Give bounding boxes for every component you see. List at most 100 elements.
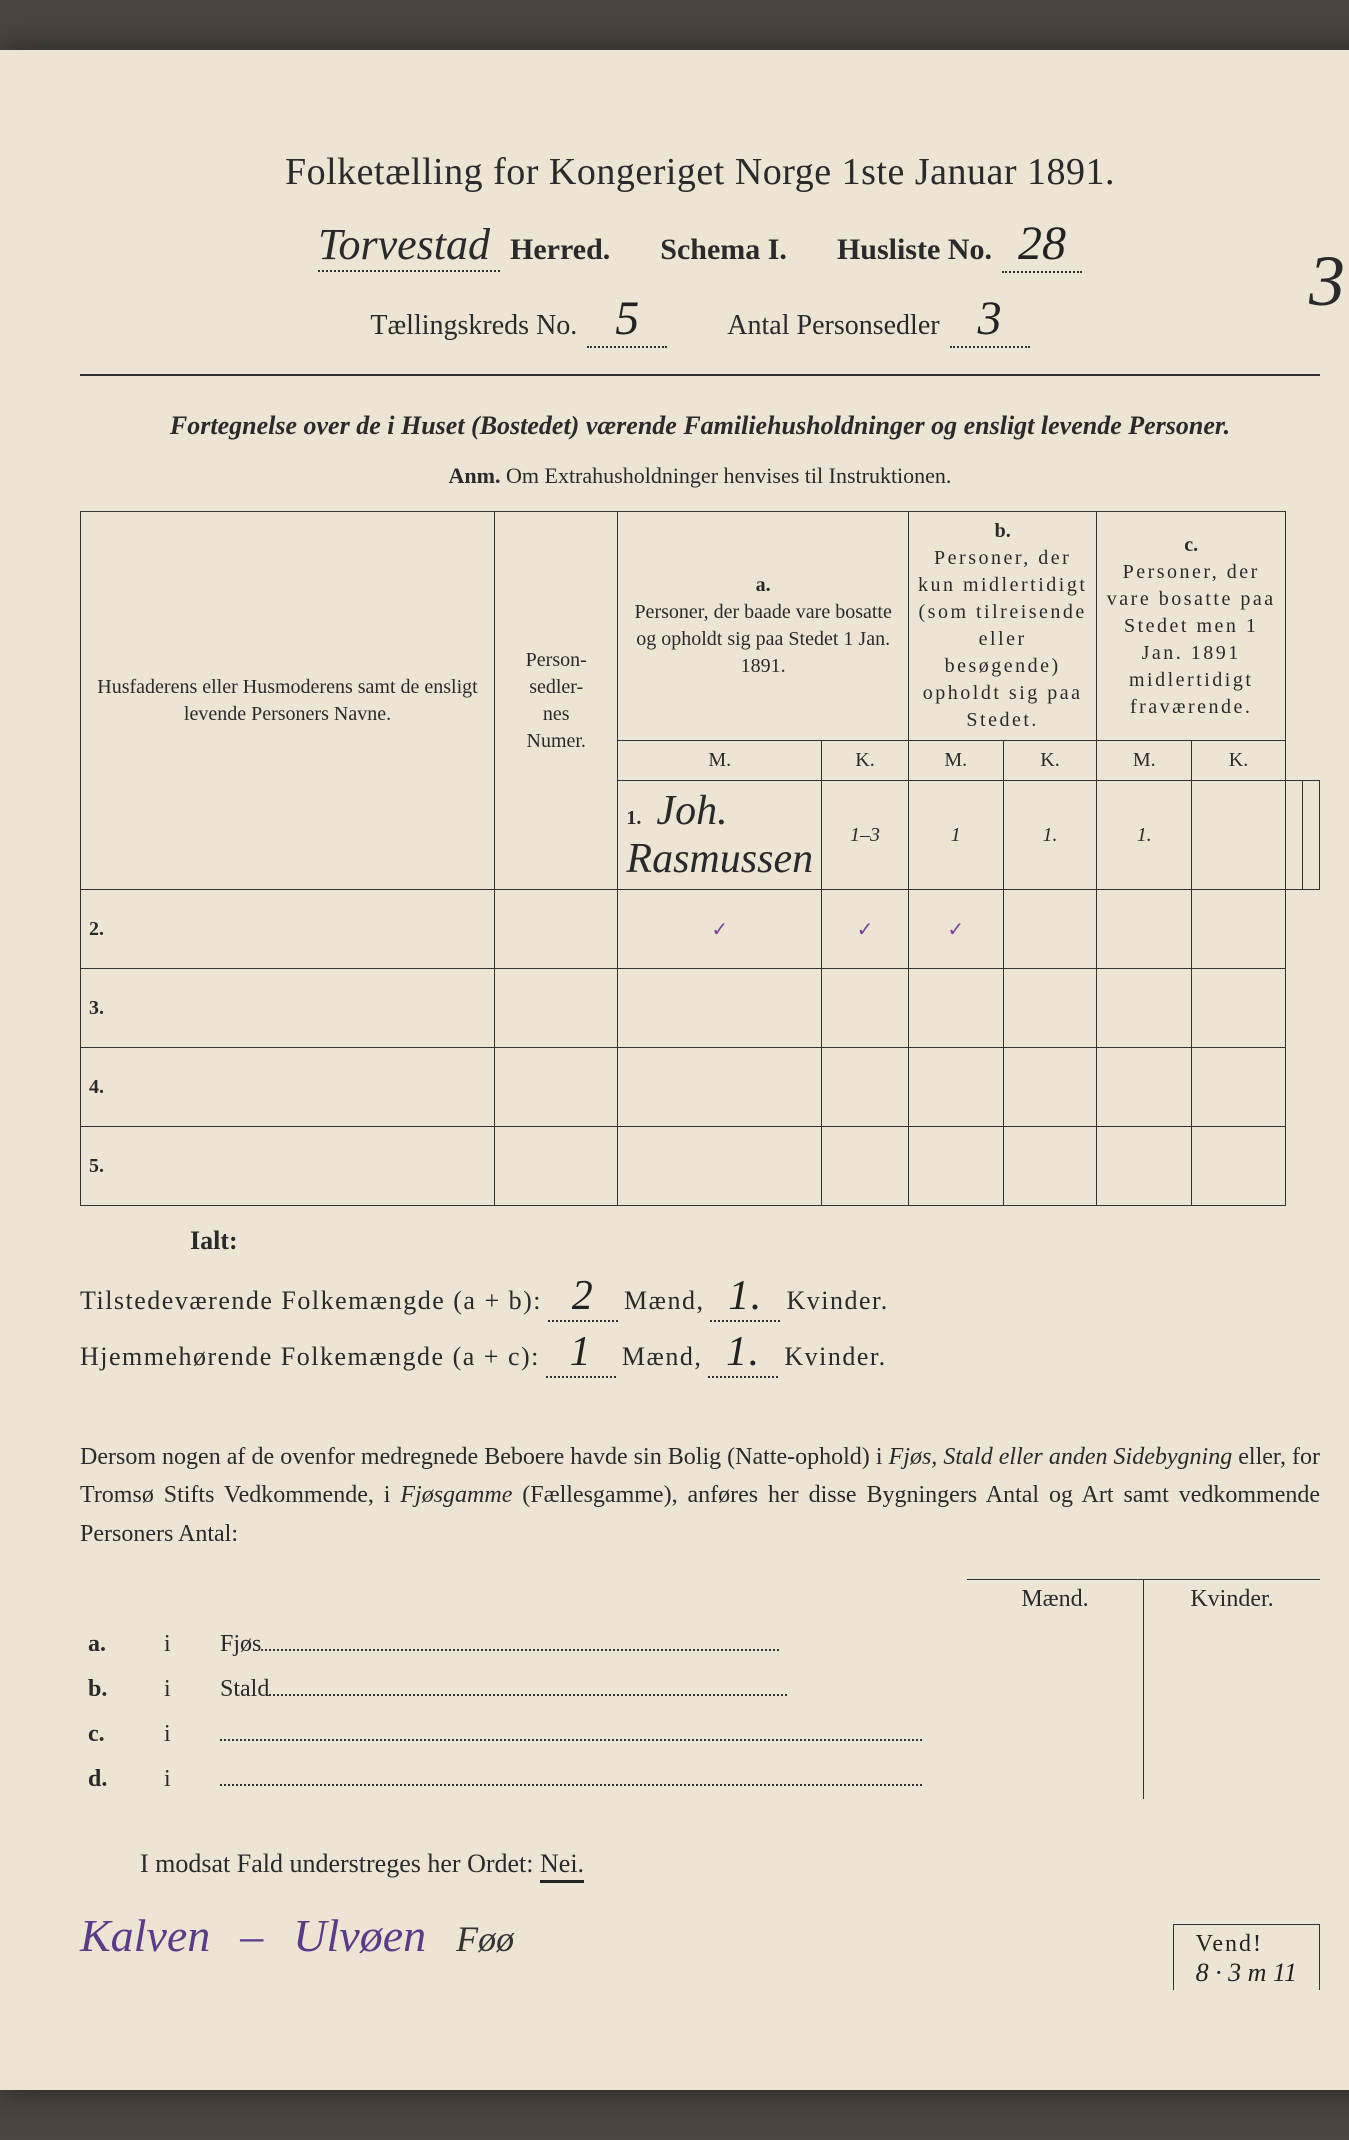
cell-aK: 1. <box>1003 781 1097 890</box>
col-b-k: K. <box>1003 741 1097 781</box>
table-row: 4. <box>81 1048 1320 1127</box>
schema-label: Schema I. <box>660 233 787 267</box>
sub-type-text: Stald <box>220 1676 269 1702</box>
row-name: 4. <box>81 1048 495 1127</box>
maend-label: Mænd, <box>622 1342 702 1372</box>
cell <box>1003 1127 1097 1206</box>
vend-text: Vend! <box>1196 1931 1263 1957</box>
sub-k <box>1144 1754 1321 1799</box>
cell <box>822 1048 909 1127</box>
kvinder-label: Kvinder. <box>786 1286 888 1316</box>
person-name: Joh. Rasmussen <box>626 788 813 882</box>
col-c-m: M. <box>1097 741 1192 781</box>
page-title: Folketælling for Kongeriget Norge 1ste J… <box>80 150 1320 194</box>
table-row: 2. ✓ ✓ ✓ <box>81 890 1320 969</box>
personsedler-value: 3 <box>950 291 1030 348</box>
kreds-value: 5 <box>587 291 667 348</box>
cell <box>822 1127 909 1206</box>
herred-label: Herred. <box>510 233 610 267</box>
margin-annotation: 3 <box>1309 240 1345 323</box>
cell-cK <box>1303 781 1320 890</box>
sub-m <box>967 1619 1144 1664</box>
sub-k <box>1144 1709 1321 1754</box>
col-c-top: c. Personer, der vare bosatte paa Stedet… <box>1097 512 1286 741</box>
cell <box>822 969 909 1048</box>
cell-bK <box>1003 890 1097 969</box>
col-a-m: M. <box>618 741 822 781</box>
sub-row: a. i Fjøs <box>80 1619 1320 1664</box>
footer-note-2: Ulvøen <box>293 1909 426 1962</box>
sub-m <box>967 1709 1144 1754</box>
sub-i: i <box>156 1619 212 1664</box>
kvinder-label: Kvinder. <box>784 1342 886 1372</box>
cell <box>618 1048 822 1127</box>
sub-col-maend: Mænd. <box>967 1580 1144 1620</box>
blank <box>212 1580 967 1620</box>
row-num: 2. <box>89 918 114 940</box>
cell-aM: ✓ <box>618 890 822 969</box>
husliste-value: 28 <box>1002 216 1082 273</box>
totals-resident-label: Hjemmehørende Folkemængde (a + c): <box>80 1342 540 1372</box>
kreds-label: Tællingskreds No. <box>370 310 577 342</box>
personsedler-label: Antal Personsedler <box>727 310 939 342</box>
col-a-letter: a. <box>626 572 899 599</box>
nei-word: Nei. <box>540 1849 584 1883</box>
modsat-line: I modsat Fald understreges her Ordet: Ne… <box>140 1849 1320 1879</box>
col-a-desc: Personer, der baade vare bosatte og opho… <box>626 599 899 680</box>
cell-cM <box>1286 781 1303 890</box>
blank <box>156 1580 212 1620</box>
sub-key: c. <box>80 1709 156 1754</box>
sub-type: Stald <box>212 1664 967 1709</box>
row-num: 5. <box>89 1155 114 1177</box>
row-num: 3. <box>89 997 114 1019</box>
sub-row: d. i <box>80 1754 1320 1799</box>
cell <box>1192 969 1286 1048</box>
row-num: 1. <box>626 807 651 829</box>
col-a-k: K. <box>822 741 909 781</box>
header-row-kreds: Tællingskreds No. 5 Antal Personsedler 3 <box>80 291 1320 348</box>
cell <box>1003 969 1097 1048</box>
anm-label: Anm. <box>449 463 501 488</box>
col-header-number: Person- sedler- nes Numer. <box>495 512 618 890</box>
outbuilding-note: Dersom nogen af de ovenfor medregnede Be… <box>80 1438 1320 1553</box>
row-num: 4. <box>89 1076 114 1098</box>
sub-key: b. <box>80 1664 156 1709</box>
cell <box>1003 1048 1097 1127</box>
sub-m <box>967 1754 1144 1799</box>
sub-type <box>212 1709 967 1754</box>
cell-num: 1–3 <box>822 781 909 890</box>
cell <box>1097 969 1192 1048</box>
maend-label: Mænd, <box>624 1286 704 1316</box>
totals-present-m: 2 <box>548 1272 618 1322</box>
row-name: 2. <box>81 890 495 969</box>
sub-row: c. i <box>80 1709 1320 1754</box>
husliste-label: Husliste No. <box>837 233 992 267</box>
totals-resident-m: 1 <box>546 1328 616 1378</box>
sub-col-kvinder: Kvinder. <box>1144 1580 1321 1620</box>
row-name: 3. <box>81 969 495 1048</box>
cell <box>908 1048 1003 1127</box>
sub-key: a. <box>80 1619 156 1664</box>
cell-cM <box>1097 890 1192 969</box>
vend-box: Vend! 8 · 3 m 11 <box>1173 1924 1320 1990</box>
cell-bK <box>1192 781 1286 890</box>
col-b-m: M. <box>908 741 1003 781</box>
cell-aK: ✓ <box>822 890 909 969</box>
col-b-top: b. Personer, der kun midlertidigt (som t… <box>908 512 1097 741</box>
totals-resident: Hjemmehørende Folkemængde (a + c): 1 Mæn… <box>80 1328 1320 1378</box>
cell-bM: 1. <box>1097 781 1192 890</box>
col-c-desc: Personer, der vare bosatte paa Stedet me… <box>1105 559 1277 721</box>
cell <box>1097 1127 1192 1206</box>
subheading: Fortegnelse over de i Huset (Bostedet) v… <box>140 406 1260 445</box>
sub-i: i <box>156 1664 212 1709</box>
footer-handwriting: Kalven – Ulvøen Føø Vend! 8 · 3 m 11 <box>80 1909 1320 1990</box>
cell-aM: 1 <box>908 781 1003 890</box>
anm-text: Om Extrahusholdninger henvises til Instr… <box>506 463 951 488</box>
col-c-k: K. <box>1192 741 1286 781</box>
table-row: 5. <box>81 1127 1320 1206</box>
sub-type <box>212 1754 967 1799</box>
sub-i: i <box>156 1709 212 1754</box>
herred-value: Torvestad <box>318 219 500 272</box>
blank <box>80 1580 156 1620</box>
col-a-top: a. Personer, der baade vare bosatte og o… <box>618 512 908 741</box>
